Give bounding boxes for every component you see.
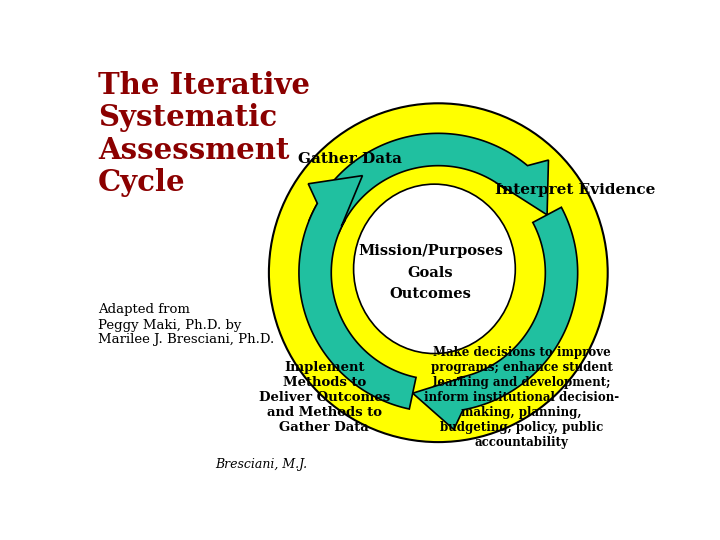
Polygon shape [309,133,549,233]
Text: The Iterative
Systematic
Assessment
Cycle: The Iterative Systematic Assessment Cycl… [98,71,310,197]
Text: Mission/Purposes: Mission/Purposes [358,244,503,258]
Text: Make decisions to improve
programs; enhance student
learning and development;
in: Make decisions to improve programs; enha… [424,346,619,449]
Polygon shape [299,176,416,409]
Text: Adapted from
Peggy Maki, Ph.D. by
Marilee J. Bresciani, Ph.D.: Adapted from Peggy Maki, Ph.D. by Marile… [98,303,274,347]
Text: Goals: Goals [408,266,454,280]
Text: Gather Data: Gather Data [298,152,402,166]
Ellipse shape [354,184,516,354]
Text: Interpret Evidence: Interpret Evidence [495,183,655,197]
Circle shape [269,103,608,442]
Text: Implement
Methods to
Deliver Outcomes
and Methods to
Gather Data: Implement Methods to Deliver Outcomes an… [258,361,390,434]
Text: Outcomes: Outcomes [390,287,472,301]
Polygon shape [413,207,577,429]
Text: Bresciani, M.J.: Bresciani, M.J. [215,458,307,471]
